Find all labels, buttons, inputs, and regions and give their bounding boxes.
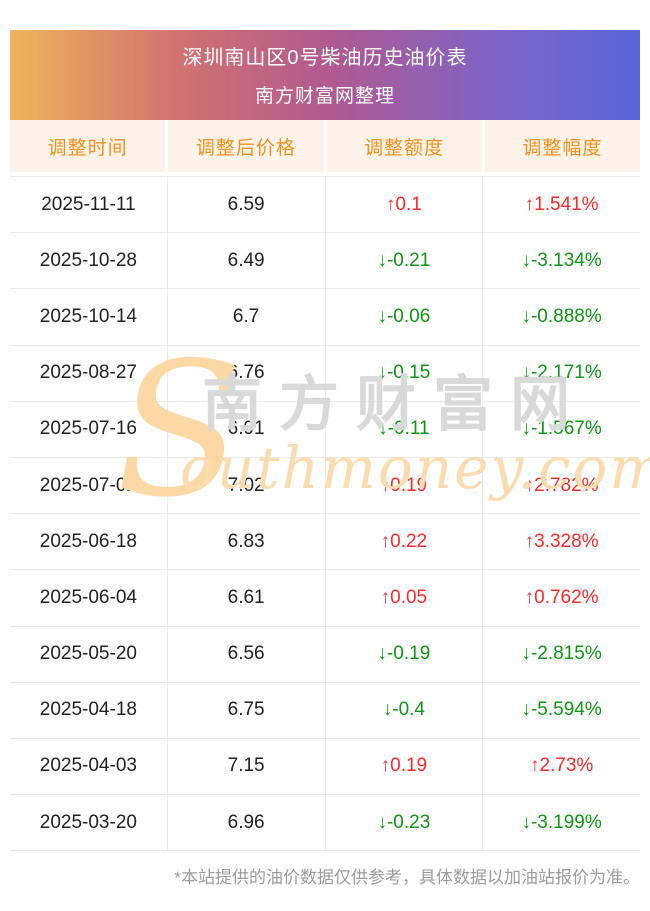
date-cell: 2025-08-27: [10, 345, 168, 401]
column-header-adjust-range: 调整幅度: [484, 120, 640, 172]
price-cell: 6.75: [168, 682, 326, 738]
gradient-banner: 深圳南山区0号柴油历史油价表 南方财富网整理: [10, 30, 640, 120]
change-percent-cell: ↑2.73%: [529, 755, 594, 777]
change-percent-cell: ↓-1.567%: [521, 418, 602, 440]
change-arrow-icon: ↑: [385, 193, 396, 215]
date-cell: 2025-06-04: [10, 570, 168, 626]
date-cell: 2025-04-18: [10, 682, 168, 738]
price-cell: 6.83: [168, 514, 326, 570]
date-cell: 2025-11-11: [10, 177, 168, 233]
change-arrow-icon: ↓: [377, 362, 387, 384]
change-arrow-icon: ↓: [521, 699, 531, 721]
change-percent-cell: ↑2.782%: [524, 474, 599, 496]
date-cell: 2025-10-28: [10, 233, 168, 289]
table-row: 2025-07-16 6.91 ↓-0.11 ↓-1.567%: [10, 401, 640, 458]
change-percent-cell: ↓-3.134%: [521, 249, 602, 271]
table-row: 2025-08-27 6.76 ↓-0.15 ↓-2.171%: [10, 345, 640, 402]
change-amount-cell: ↓-0.11: [326, 401, 484, 457]
table-row: 2025-03-20 6.96 ↓-0.23 ↓-3.199%: [10, 795, 640, 852]
change-percent-cell: ↓-2.815%: [521, 643, 602, 665]
price-cell: 7.15: [168, 738, 326, 795]
date-cell: 2025-07-02: [10, 457, 168, 514]
change-arrow-icon: ↓: [377, 643, 387, 665]
price-cell: 6.61: [168, 570, 326, 626]
change-arrow-icon: ↑: [524, 586, 535, 608]
change-percent-cell: ↓-5.594%: [521, 699, 602, 721]
change-arrow-icon: ↑: [380, 586, 391, 608]
change-arrow-icon: ↑: [524, 530, 535, 552]
column-header-adjust-amount: 调整额度: [326, 120, 482, 172]
column-header-adjust-time: 调整时间: [10, 120, 166, 172]
date-cell: 2025-07-16: [10, 401, 168, 457]
page-title: 深圳南山区0号柴油历史油价表: [182, 47, 468, 69]
change-amount-cell: ↑0.22: [326, 514, 484, 570]
change-arrow-icon: ↑: [380, 530, 391, 552]
table-row: 2025-04-03 7.15 ↑0.19 ↑2.73%: [10, 738, 640, 796]
change-arrow-icon: ↑: [529, 755, 540, 777]
table-row: 2025-06-18 6.83 ↑0.22 ↑3.328%: [10, 514, 640, 571]
price-cell: 7.02: [168, 457, 326, 514]
change-arrow-icon: ↓: [521, 418, 531, 440]
date-cell: 2025-05-20: [10, 626, 168, 682]
price-cell: 6.91: [168, 401, 326, 457]
price-cell: 6.56: [168, 626, 326, 682]
change-amount-cell: ↑0.19: [326, 457, 484, 514]
table-row: 2025-06-04 6.61 ↑0.05 ↑0.762%: [10, 570, 640, 627]
change-arrow-icon: ↓: [382, 699, 393, 721]
date-cell: 2025-06-18: [10, 514, 168, 570]
price-cell: 6.59: [168, 177, 326, 233]
change-percent-cell: ↑3.328%: [524, 530, 599, 552]
change-arrow-icon: ↑: [524, 193, 535, 215]
change-percent-cell: ↑1.541%: [524, 193, 599, 215]
table-row: 2025-04-18 6.75 ↓-0.4 ↓-5.594%: [10, 682, 640, 739]
table-row: 2025-05-20 6.56 ↓-0.19 ↓-2.815%: [10, 626, 640, 683]
change-arrow-icon: ↓: [377, 811, 387, 833]
column-header-adjusted-price: 调整后价格: [168, 120, 324, 172]
price-cell: 6.96: [168, 795, 326, 851]
change-amount-cell: ↓-0.15: [326, 345, 484, 401]
table-row: 2025-10-14 6.7 ↓-0.06 ↓-0.888%: [10, 289, 640, 346]
price-cell: 6.49: [168, 233, 326, 289]
change-amount-cell: ↓-0.4: [326, 682, 484, 738]
table-row: 2025-07-02 7.02 ↑0.19 ↑2.782%: [10, 457, 640, 515]
date-cell: 2025-04-03: [10, 738, 168, 795]
change-percent-cell: ↓-3.199%: [521, 811, 602, 833]
change-arrow-icon: ↑: [380, 755, 391, 777]
change-arrow-icon: ↓: [521, 249, 531, 271]
change-arrow-icon: ↓: [521, 362, 531, 384]
table-row: 2025-11-11 6.59 ↑0.1 ↑1.541%: [10, 177, 640, 234]
change-amount-cell: ↓-0.21: [326, 233, 484, 289]
price-cell: 6.7: [168, 289, 326, 345]
change-amount-cell: ↑0.1: [326, 177, 484, 233]
change-amount-cell: ↓-0.06: [326, 289, 484, 345]
price-table-body: 2025-11-11 6.59 ↑0.1 ↑1.541% 2025-10-28 …: [10, 176, 640, 852]
page-subtitle: 南方财富网整理: [254, 86, 395, 107]
change-amount-cell: ↑0.05: [326, 570, 484, 626]
change-arrow-icon: ↑: [524, 474, 535, 496]
change-amount-cell: ↓-0.23: [326, 795, 484, 851]
change-percent-cell: ↓-0.888%: [521, 305, 602, 327]
table-header-row: 调整时间 调整后价格 调整额度 调整幅度: [10, 120, 640, 172]
change-percent-cell: ↑0.762%: [524, 586, 599, 608]
price-cell: 6.76: [168, 345, 326, 401]
change-amount-cell: ↓-0.19: [326, 626, 484, 682]
disclaimer-note: *本站提供的油价数据仅供参考，具体数据以加油站报价为准。: [174, 868, 640, 887]
change-arrow-icon: ↓: [521, 643, 531, 665]
change-amount-cell: ↑0.19: [326, 738, 484, 795]
change-arrow-icon: ↓: [377, 249, 387, 271]
change-arrow-icon: ↓: [521, 305, 531, 327]
table-row: 2025-10-28 6.49 ↓-0.21 ↓-3.134%: [10, 233, 640, 290]
change-arrow-icon: ↓: [378, 418, 388, 440]
change-arrow-icon: ↓: [521, 811, 531, 833]
date-cell: 2025-10-14: [10, 289, 168, 345]
change-arrow-icon: ↑: [380, 474, 391, 496]
date-cell: 2025-03-20: [10, 795, 168, 851]
change-arrow-icon: ↓: [377, 305, 387, 327]
change-percent-cell: ↓-2.171%: [521, 362, 602, 384]
